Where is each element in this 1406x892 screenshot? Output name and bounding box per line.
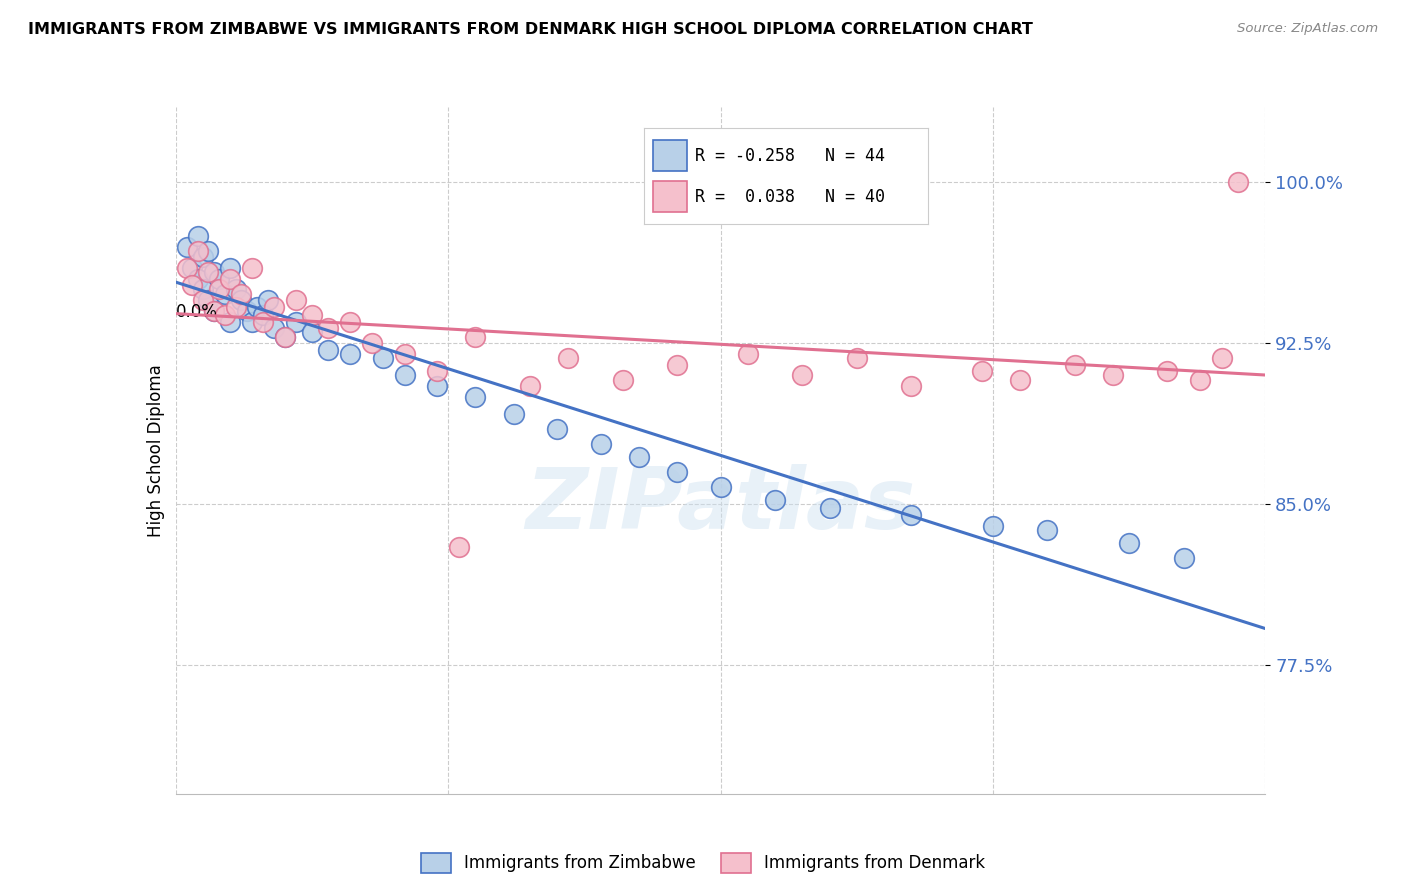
Point: [666, 358, 689, 372]
Point: [1063, 358, 1085, 372]
Point: [970, 364, 993, 378]
Point: [246, 300, 269, 314]
Text: IMMIGRANTS FROM ZIMBABWE VS IMMIGRANTS FROM DENMARK HIGH SCHOOL DIPLOMA CORRELAT: IMMIGRANTS FROM ZIMBABWE VS IMMIGRANTS F…: [28, 22, 1033, 37]
Legend: Immigrants from Zimbabwe, Immigrants from Denmark: Immigrants from Zimbabwe, Immigrants fro…: [413, 847, 993, 880]
Point: [1102, 368, 1125, 383]
Point: [546, 422, 568, 436]
Point: [394, 347, 416, 361]
Point: [208, 271, 231, 285]
Point: [1189, 373, 1212, 387]
Point: [284, 293, 307, 308]
Point: [557, 351, 579, 366]
Point: [710, 480, 733, 494]
Point: [284, 315, 307, 329]
Point: [627, 450, 650, 464]
Point: [202, 304, 225, 318]
Point: [225, 300, 247, 314]
Point: [197, 293, 219, 308]
Point: [176, 260, 198, 275]
Text: ZIPatlas: ZIPatlas: [526, 464, 915, 547]
Point: [257, 293, 280, 308]
Point: [202, 304, 225, 318]
Point: [274, 329, 297, 343]
Point: [339, 315, 361, 329]
Point: [181, 278, 204, 293]
Point: [360, 336, 382, 351]
Point: [240, 260, 263, 275]
Point: [176, 239, 198, 253]
Point: [208, 283, 231, 297]
Point: [219, 271, 242, 285]
Point: [371, 351, 394, 366]
Point: [197, 265, 219, 279]
Point: [274, 329, 297, 343]
Point: [1010, 373, 1032, 387]
Point: [318, 343, 340, 357]
Point: [263, 300, 285, 314]
Point: [900, 379, 922, 393]
Point: [426, 364, 449, 378]
Point: [1173, 550, 1195, 565]
Point: [394, 368, 416, 383]
Point: [737, 347, 759, 361]
Point: [186, 244, 209, 258]
Point: [900, 508, 922, 522]
Point: [263, 321, 285, 335]
Point: [447, 540, 470, 554]
Point: [191, 250, 214, 264]
Point: [612, 373, 634, 387]
Point: [186, 271, 209, 285]
Point: [1156, 364, 1178, 378]
Point: [464, 329, 486, 343]
Point: [252, 315, 274, 329]
Y-axis label: High School Diploma: High School Diploma: [146, 364, 165, 537]
Text: Source: ZipAtlas.com: Source: ZipAtlas.com: [1237, 22, 1378, 36]
Point: [666, 465, 689, 479]
Point: [1118, 535, 1140, 549]
Point: [181, 260, 204, 275]
Point: [1036, 523, 1059, 537]
Point: [231, 286, 253, 301]
Point: [502, 407, 524, 421]
Point: [318, 321, 340, 335]
Point: [301, 326, 323, 340]
Point: [219, 315, 242, 329]
Point: [191, 283, 214, 297]
Point: [464, 390, 486, 404]
Point: [240, 315, 263, 329]
Point: [339, 347, 361, 361]
Point: [426, 379, 449, 393]
Point: [589, 437, 612, 451]
Point: [763, 492, 786, 507]
Point: [235, 304, 257, 318]
Point: [252, 308, 274, 322]
Point: [845, 351, 868, 366]
Point: [214, 308, 236, 322]
Point: [191, 293, 214, 308]
Point: [225, 283, 247, 297]
Point: [301, 308, 323, 322]
Text: 0.0%: 0.0%: [176, 302, 218, 321]
Point: [981, 518, 1004, 533]
Point: [1227, 175, 1250, 189]
Point: [1211, 351, 1233, 366]
Point: [818, 501, 841, 516]
Point: [231, 293, 253, 308]
Point: [519, 379, 541, 393]
Point: [202, 265, 225, 279]
Point: [197, 244, 219, 258]
Point: [792, 368, 814, 383]
Point: [186, 228, 209, 243]
Point: [219, 260, 242, 275]
Point: [214, 286, 236, 301]
